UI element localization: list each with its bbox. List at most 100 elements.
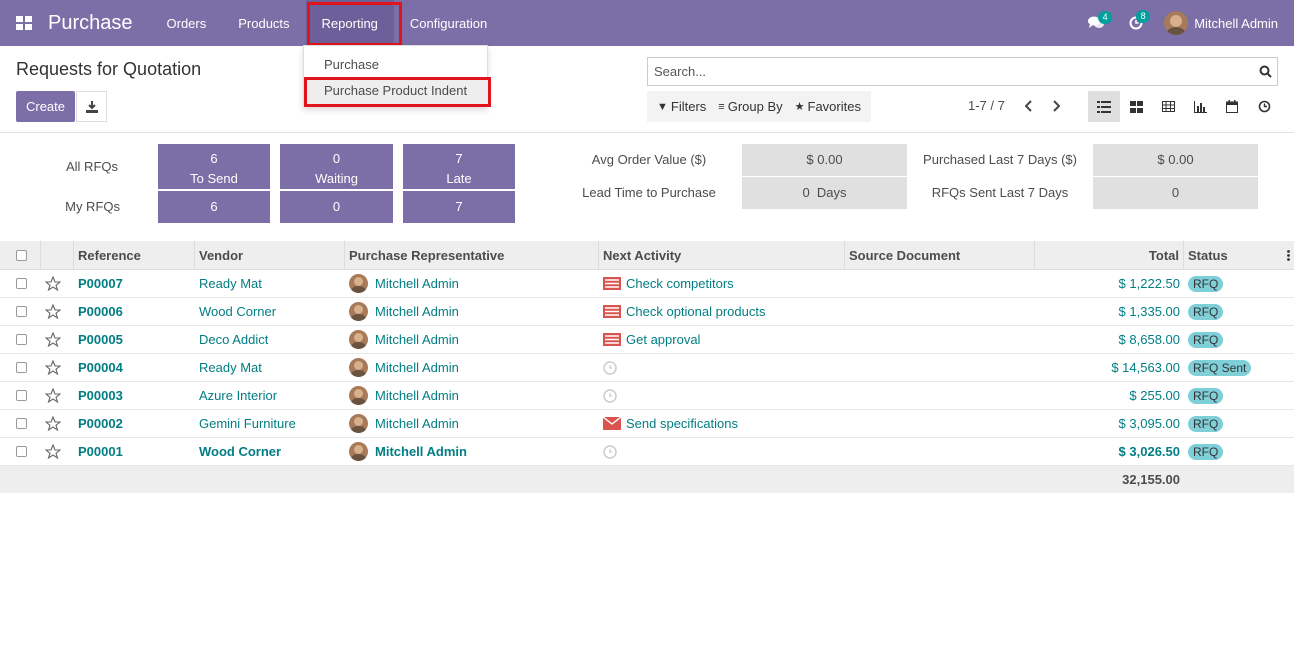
header-source[interactable]: Source Document: [845, 241, 1035, 269]
row-checkbox[interactable]: [16, 390, 27, 401]
tile-my-late[interactable]: 7: [403, 191, 515, 223]
row-activity-cell[interactable]: Check optional products: [599, 298, 845, 325]
row-checkbox-cell[interactable]: [0, 298, 41, 325]
row-activity[interactable]: Check optional products: [626, 304, 766, 319]
row-activity-cell[interactable]: Get approval: [599, 326, 845, 353]
priority-star-icon[interactable]: [41, 382, 74, 409]
row-activity[interactable]: Check competitors: [626, 276, 734, 291]
header-total[interactable]: Total: [1035, 241, 1184, 269]
priority-star-icon[interactable]: [41, 410, 74, 437]
table-row[interactable]: P00005 Deco Addict Mitchell Admin Get appro…: [0, 326, 1294, 354]
activities-button[interactable]: 8: [1116, 0, 1156, 46]
header-reference[interactable]: Reference: [74, 241, 195, 269]
priority-star-icon[interactable]: [41, 270, 74, 297]
dropdown-item-purchase-product-indent[interactable]: Purchase Product Indent: [304, 77, 491, 107]
row-checkbox-cell[interactable]: [0, 382, 41, 409]
header-status[interactable]: Status: [1188, 247, 1228, 263]
tile-late[interactable]: 7 Late: [403, 144, 515, 189]
row-checkbox[interactable]: [16, 278, 27, 289]
row-activity-cell[interactable]: [599, 438, 845, 465]
search-input[interactable]: Search...: [654, 64, 707, 79]
row-activity-cell[interactable]: [599, 354, 845, 381]
row-reference[interactable]: P00006: [78, 304, 123, 319]
row-activity-cell[interactable]: Send specifications: [599, 410, 845, 437]
row-reference[interactable]: P00005: [78, 332, 123, 347]
row-activity[interactable]: Get approval: [626, 332, 701, 347]
table-row[interactable]: P00007 Ready Mat Mitchell Admin Check compe…: [0, 270, 1294, 298]
select-all-checkbox[interactable]: [16, 249, 27, 261]
table-row[interactable]: P00001 Wood Corner Mitchell Admin $ 3,026.5…: [0, 438, 1294, 466]
row-checkbox-cell[interactable]: [0, 354, 41, 381]
activity-view-icon[interactable]: [1248, 91, 1280, 122]
graph-view-icon[interactable]: [1184, 91, 1216, 122]
user-menu[interactable]: Mitchell Admin: [1156, 11, 1294, 35]
pivot-view-icon[interactable]: [1152, 91, 1184, 122]
search-icon[interactable]: [1253, 58, 1277, 85]
favorites-button[interactable]: ★ Favorites: [789, 99, 867, 114]
table-row[interactable]: P00006 Wood Corner Mitchell Admin Check opt…: [0, 298, 1294, 326]
row-rep[interactable]: Mitchell Admin: [375, 304, 459, 319]
create-button[interactable]: Create: [16, 91, 75, 122]
list-view-icon[interactable]: [1088, 91, 1120, 122]
row-checkbox[interactable]: [16, 362, 27, 373]
calendar-view-icon[interactable]: [1216, 91, 1248, 122]
row-reference[interactable]: P00001: [78, 444, 123, 459]
kanban-view-icon[interactable]: [1120, 91, 1152, 122]
row-activity[interactable]: Send specifications: [626, 416, 739, 431]
row-checkbox-cell[interactable]: [0, 270, 41, 297]
row-rep[interactable]: Mitchell Admin: [375, 276, 459, 291]
search-bar[interactable]: Search...: [647, 57, 1278, 86]
row-rep[interactable]: Mitchell Admin: [375, 332, 459, 347]
priority-star-icon[interactable]: [41, 298, 74, 325]
app-title[interactable]: Purchase: [48, 11, 133, 34]
clock-icon[interactable]: [603, 388, 621, 403]
table-row[interactable]: P00002 Gemini Furniture Mitchell Admin Send…: [0, 410, 1294, 438]
priority-star-icon[interactable]: [41, 438, 74, 465]
row-checkbox[interactable]: [16, 306, 27, 317]
table-row[interactable]: P00004 Ready Mat Mitchell Admin $ 14,563.00…: [0, 354, 1294, 382]
row-vendor[interactable]: Wood Corner: [199, 444, 282, 459]
header-activity[interactable]: Next Activity: [599, 241, 845, 269]
row-rep[interactable]: Mitchell Admin: [375, 444, 467, 459]
dropdown-item-purchase[interactable]: Purchase: [324, 57, 379, 72]
row-vendor[interactable]: Azure Interior: [199, 388, 278, 403]
row-checkbox-cell[interactable]: [0, 410, 41, 437]
row-vendor[interactable]: Wood Corner: [199, 304, 277, 319]
row-vendor[interactable]: Gemini Furniture: [199, 416, 296, 431]
filters-button[interactable]: ▼ Filters: [651, 99, 712, 114]
row-activity-cell[interactable]: [599, 382, 845, 409]
menu-products[interactable]: Products: [238, 15, 290, 31]
row-checkbox-cell[interactable]: [0, 326, 41, 353]
clock-icon[interactable]: [603, 444, 621, 459]
row-reference[interactable]: P00003: [78, 388, 123, 403]
header-rep[interactable]: Purchase Representative: [345, 241, 599, 269]
pager-value[interactable]: 1-7 / 7: [968, 98, 1005, 113]
row-checkbox[interactable]: [16, 334, 27, 345]
todo-icon[interactable]: [603, 333, 621, 347]
header-vendor[interactable]: Vendor: [195, 241, 345, 269]
download-button[interactable]: [76, 91, 107, 122]
clock-icon[interactable]: [603, 360, 621, 375]
row-reference[interactable]: P00002: [78, 416, 123, 431]
row-reference[interactable]: P00007: [78, 276, 123, 291]
email-icon[interactable]: [603, 417, 621, 431]
row-checkbox-cell[interactable]: [0, 438, 41, 465]
row-vendor[interactable]: Ready Mat: [199, 360, 262, 375]
tile-my-waiting[interactable]: 0: [280, 191, 393, 223]
todo-icon[interactable]: [603, 305, 621, 319]
menu-reporting[interactable]: Reporting: [305, 0, 402, 46]
apps-menu-icon[interactable]: [0, 0, 48, 46]
row-rep-cell[interactable]: Mitchell Admin: [345, 270, 599, 297]
pager-previous-icon[interactable]: [1021, 97, 1037, 115]
row-rep-cell[interactable]: Mitchell Admin: [345, 410, 599, 437]
column-options-icon[interactable]: [1287, 249, 1290, 261]
row-rep[interactable]: Mitchell Admin: [375, 416, 459, 431]
row-rep-cell[interactable]: Mitchell Admin: [345, 382, 599, 409]
tile-my-to-send[interactable]: 6: [158, 191, 270, 223]
row-rep[interactable]: Mitchell Admin: [375, 388, 459, 403]
menu-orders[interactable]: Orders: [166, 15, 207, 31]
row-rep-cell[interactable]: Mitchell Admin: [345, 354, 599, 381]
row-rep-cell[interactable]: Mitchell Admin: [345, 438, 599, 465]
pager-next-icon[interactable]: [1048, 97, 1064, 115]
row-rep[interactable]: Mitchell Admin: [375, 360, 459, 375]
